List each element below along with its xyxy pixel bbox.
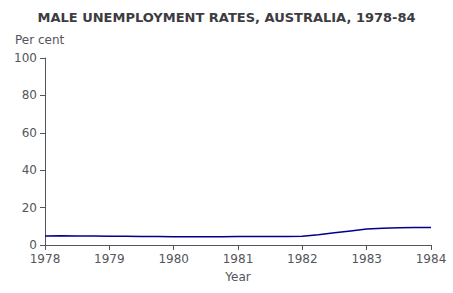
svg-text:1981: 1981 xyxy=(223,252,254,266)
svg-text:Year: Year xyxy=(224,270,250,284)
svg-text:1982: 1982 xyxy=(287,252,318,266)
svg-text:1983: 1983 xyxy=(351,252,382,266)
svg-text:MALE UNEMPLOYMENT RATES, AUSTR: MALE UNEMPLOYMENT RATES, AUSTRALIA, 1978… xyxy=(37,10,415,25)
svg-text:1984: 1984 xyxy=(416,252,447,266)
svg-text:1978: 1978 xyxy=(30,252,61,266)
svg-text:1979: 1979 xyxy=(94,252,125,266)
svg-text:Per cent: Per cent xyxy=(15,33,65,47)
svg-text:20: 20 xyxy=(22,201,37,215)
svg-text:1980: 1980 xyxy=(158,252,189,266)
svg-text:60: 60 xyxy=(22,126,37,140)
svg-text:40: 40 xyxy=(22,163,37,177)
svg-text:100: 100 xyxy=(14,51,37,65)
svg-text:80: 80 xyxy=(22,88,37,102)
svg-text:0: 0 xyxy=(29,238,37,252)
